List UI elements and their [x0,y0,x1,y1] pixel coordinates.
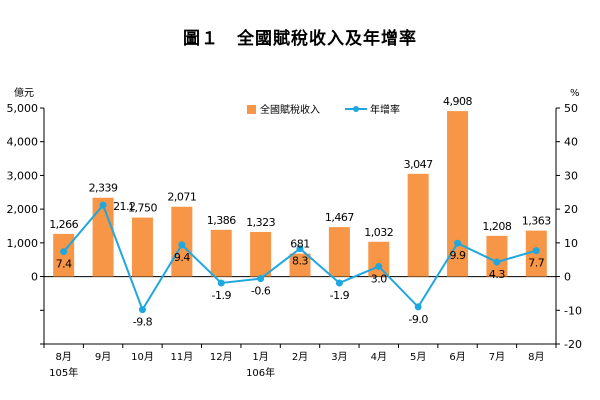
chart-title: 圖１ 全國賦稅收入及年增率 [183,29,417,49]
category-label: 7月 [489,351,505,363]
rate-value-label: 7.7 [528,257,544,270]
category-label: 10月 [131,351,154,363]
category-label: 5月 [410,351,426,363]
left-tick-label: 4,000 [7,136,39,149]
rate-value-label: 21.2 [113,200,136,213]
line-series [60,201,540,314]
bar [250,231,272,277]
category-label: 11月 [170,351,193,363]
rate-point [178,241,186,249]
rate-value-label: 9.9 [450,249,466,262]
bar [131,217,153,277]
bar-value-label: 1,323 [246,216,275,229]
category-label: 4月 [371,351,387,363]
rate-point [335,279,343,287]
left-tick-label: 5,000 [7,102,39,115]
bar-value-label: 3,047 [404,158,433,171]
year-label: 105年 [49,366,78,379]
bar-value-label: 1,750 [128,202,157,215]
bar [407,173,429,277]
left-tick-label: 1,000 [7,237,39,250]
right-tick-label: 0 [564,271,571,284]
right-tick-label: 30 [564,169,578,182]
data-labels: 1,266 2,339 1,750 2,071 1,386 1,323 681 1,467 1,… [49,95,552,329]
left-tick-label: 3,000 [7,169,39,182]
bar [447,111,469,277]
rate-value-label: 7.4 [56,258,72,271]
category-label: 8月 [56,351,72,363]
right-tick-label: -10 [564,304,582,317]
bar [368,241,390,277]
rate-value-label: -0.6 [251,285,271,298]
rate-point [257,275,265,283]
rate-value-label: -9.0 [408,313,428,326]
bar-value-label: 681 [290,238,310,251]
category-label: 2月 [292,351,308,363]
rate-point [532,247,540,255]
left-tick-label: 0 [31,271,38,284]
right-tick-label: 20 [564,203,578,216]
legend-label-line: 年增率 [370,103,400,116]
bar-value-label: 2,339 [89,182,118,195]
bar-value-label: 4,908 [443,95,472,108]
bar [92,197,114,277]
legend-swatch-bar [247,105,256,114]
bar-value-label: 2,071 [167,191,196,204]
rate-point [138,306,146,314]
bar-value-label: 1,467 [325,211,354,224]
rate-point [296,245,304,253]
left-tick-label: 2,000 [7,203,39,216]
right-tick-label: -20 [564,338,582,351]
bar-value-label: 1,208 [482,220,511,233]
legend: 全國賦稅收入 年增率 [247,103,400,116]
left-axis-unit: 億元 [14,86,34,99]
rate-point [60,248,68,256]
right-tick-label: 50 [564,102,578,115]
category-label: 12月 [210,351,233,363]
rate-value-label: 9.4 [174,251,190,264]
bar [328,227,350,277]
bar-value-label: 1,386 [207,214,236,227]
rate-point [99,201,107,209]
rate-value-label: -9.8 [133,316,153,329]
bar-value-label: 1,266 [49,218,78,231]
rate-value-label: -1.9 [211,289,231,302]
category-label: 9月 [95,351,111,363]
rate-value-label: 4.3 [489,268,505,281]
category-label: 1月 [252,351,268,363]
bar-value-label: 1,363 [522,215,551,228]
legend-marker [353,106,359,112]
category-label: 3月 [331,351,347,363]
legend-label-bar: 全國賦稅收入 [260,103,320,116]
bar-value-label: 1,032 [364,226,393,239]
rate-point [454,239,462,247]
axes: 0 1,000 2,000 3,000 4,000 5,000 億元 -20 -10 0 10 20 3… [7,86,582,379]
category-label: 6月 [449,351,465,363]
rate-point [375,262,383,270]
rate-value-label: -1.9 [330,289,350,302]
bar [289,253,311,277]
rate-point [217,279,225,287]
year-label: 106年 [246,366,275,379]
rate-point [414,303,422,311]
category-label: 8月 [528,351,544,363]
rate-value-label: 8.3 [292,255,308,268]
right-tick-label: 10 [564,237,578,250]
bar [210,229,232,277]
right-tick-label: 40 [564,136,578,149]
rate-point [493,258,501,266]
bar [486,235,508,277]
right-axis-unit: % [570,88,580,99]
rate-value-label: 3.0 [371,272,387,285]
